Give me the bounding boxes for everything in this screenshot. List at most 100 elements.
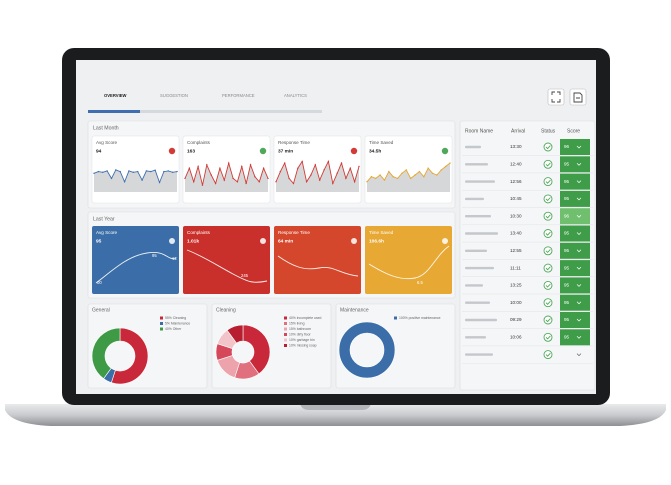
- fullscreen-button[interactable]: [547, 88, 565, 106]
- status-check: [543, 332, 553, 342]
- status-check: [543, 142, 553, 152]
- sparkline-dot: [427, 167, 429, 169]
- legend-label: 40% Other: [165, 327, 182, 331]
- trend-card: [183, 226, 270, 294]
- arrival: 13:30: [510, 144, 522, 149]
- room-name-blurred: [465, 353, 493, 356]
- table-header: Room Name: [465, 128, 493, 134]
- kpi-card: [364, 135, 453, 204]
- arrival: 13:40: [510, 231, 522, 236]
- sparkline-dot: [345, 177, 347, 180]
- score-chevron[interactable]: [576, 163, 582, 166]
- trend-label: 12: [172, 256, 177, 261]
- sparkline-dot: [97, 170, 100, 173]
- tab-track: [88, 110, 322, 113]
- sparkline-dot: [405, 169, 408, 171]
- score-cell: [560, 156, 590, 173]
- check-icon: [545, 300, 551, 305]
- score-chevron[interactable]: [576, 284, 582, 287]
- arrival: 12:56: [510, 179, 522, 184]
- sparkline-dot: [236, 181, 239, 183]
- trend-title: Time Saved: [369, 230, 394, 235]
- sparkline-dot: [241, 165, 243, 168]
- status-check: [543, 246, 553, 256]
- score-chevron[interactable]: [576, 197, 582, 201]
- score-chevron[interactable]: [576, 145, 582, 149]
- fullscreen-icon: [551, 91, 561, 103]
- score-chevron[interactable]: [576, 336, 582, 339]
- check-icon: [545, 231, 551, 236]
- arrival: 10:30: [510, 213, 522, 218]
- score-chevron[interactable]: [576, 249, 582, 253]
- trend-title: Avg Score: [96, 230, 118, 235]
- legend-label: 40% incomplete used: [289, 316, 322, 320]
- trend-label: 6.5: [417, 280, 423, 285]
- sparkline-dot: [232, 177, 234, 180]
- check-icon: [545, 249, 551, 254]
- score-cell: [560, 225, 590, 242]
- legend-label: 5% Maintenance: [165, 321, 190, 325]
- trend-value: 106.6h: [369, 238, 384, 244]
- sparkline-dot: [297, 167, 299, 169]
- check-icon: [545, 283, 551, 288]
- score-chevron[interactable]: [576, 318, 582, 322]
- laptop-notch: [300, 404, 371, 410]
- last-year-panel: [87, 211, 456, 299]
- sparkline-dot: [440, 169, 442, 171]
- status-check: [543, 159, 553, 169]
- sparkline-dot: [128, 170, 130, 172]
- sparkline-dot: [366, 181, 368, 183]
- sparkline-dot: [223, 179, 226, 181]
- legend-label: 15% bathroom: [289, 327, 311, 331]
- room-name-blurred: [465, 163, 488, 166]
- sparkline-dot: [288, 177, 290, 180]
- score-chevron[interactable]: [576, 301, 582, 305]
- room-name-blurred: [465, 284, 483, 287]
- score-chevron[interactable]: [576, 180, 582, 184]
- status-check: [543, 229, 553, 238]
- score-cell: [560, 173, 590, 190]
- arrival: 10:00: [510, 300, 522, 305]
- sparkline-dot: [431, 172, 434, 174]
- sparkline-dot: [176, 170, 178, 173]
- room-name-blurred: [465, 180, 495, 183]
- trend-value: 95: [96, 238, 102, 244]
- score-chevron[interactable]: [576, 214, 582, 218]
- sparkline-dot: [301, 160, 303, 163]
- score-chevron[interactable]: [576, 353, 582, 357]
- sparkline-dot: [370, 176, 373, 178]
- room-name-blurred: [465, 145, 481, 149]
- sparkline-area: [276, 161, 359, 192]
- status-check: [543, 315, 553, 325]
- laptop-base: [5, 404, 666, 426]
- export-icon: [573, 92, 583, 103]
- score-cell: [560, 242, 590, 259]
- status-check: [543, 298, 553, 308]
- sparkline-dot: [188, 167, 191, 169]
- kpi-card: [182, 135, 271, 204]
- legend-swatch: [394, 316, 397, 320]
- legend-swatch: [284, 344, 287, 347]
- panel-title: Cleaning: [216, 307, 236, 313]
- trend-card: [274, 226, 361, 294]
- panel-title: Last Year: [93, 216, 115, 222]
- sparkline-dot: [158, 181, 161, 184]
- room-name-blurred: [465, 301, 490, 304]
- score-chevron[interactable]: [576, 266, 582, 270]
- sparkline-dot: [167, 170, 169, 172]
- sparkline-dot: [358, 165, 360, 168]
- sparkline-dot: [115, 169, 117, 171]
- kpi-value: 94: [96, 148, 102, 154]
- export-button[interactable]: [569, 88, 587, 106]
- score-chevron[interactable]: [576, 232, 582, 235]
- sparkline-dot: [310, 174, 312, 176]
- panel-title: Maintenance: [340, 307, 369, 313]
- check-icon: [545, 266, 551, 271]
- trend-title: Response Time: [278, 230, 310, 235]
- kpi-title: Avg Score: [96, 140, 118, 145]
- legend-label: 15% living: [289, 321, 305, 325]
- room-name-blurred: [465, 318, 497, 322]
- sparkline-dot: [102, 171, 104, 173]
- sparkline-dot: [262, 167, 265, 169]
